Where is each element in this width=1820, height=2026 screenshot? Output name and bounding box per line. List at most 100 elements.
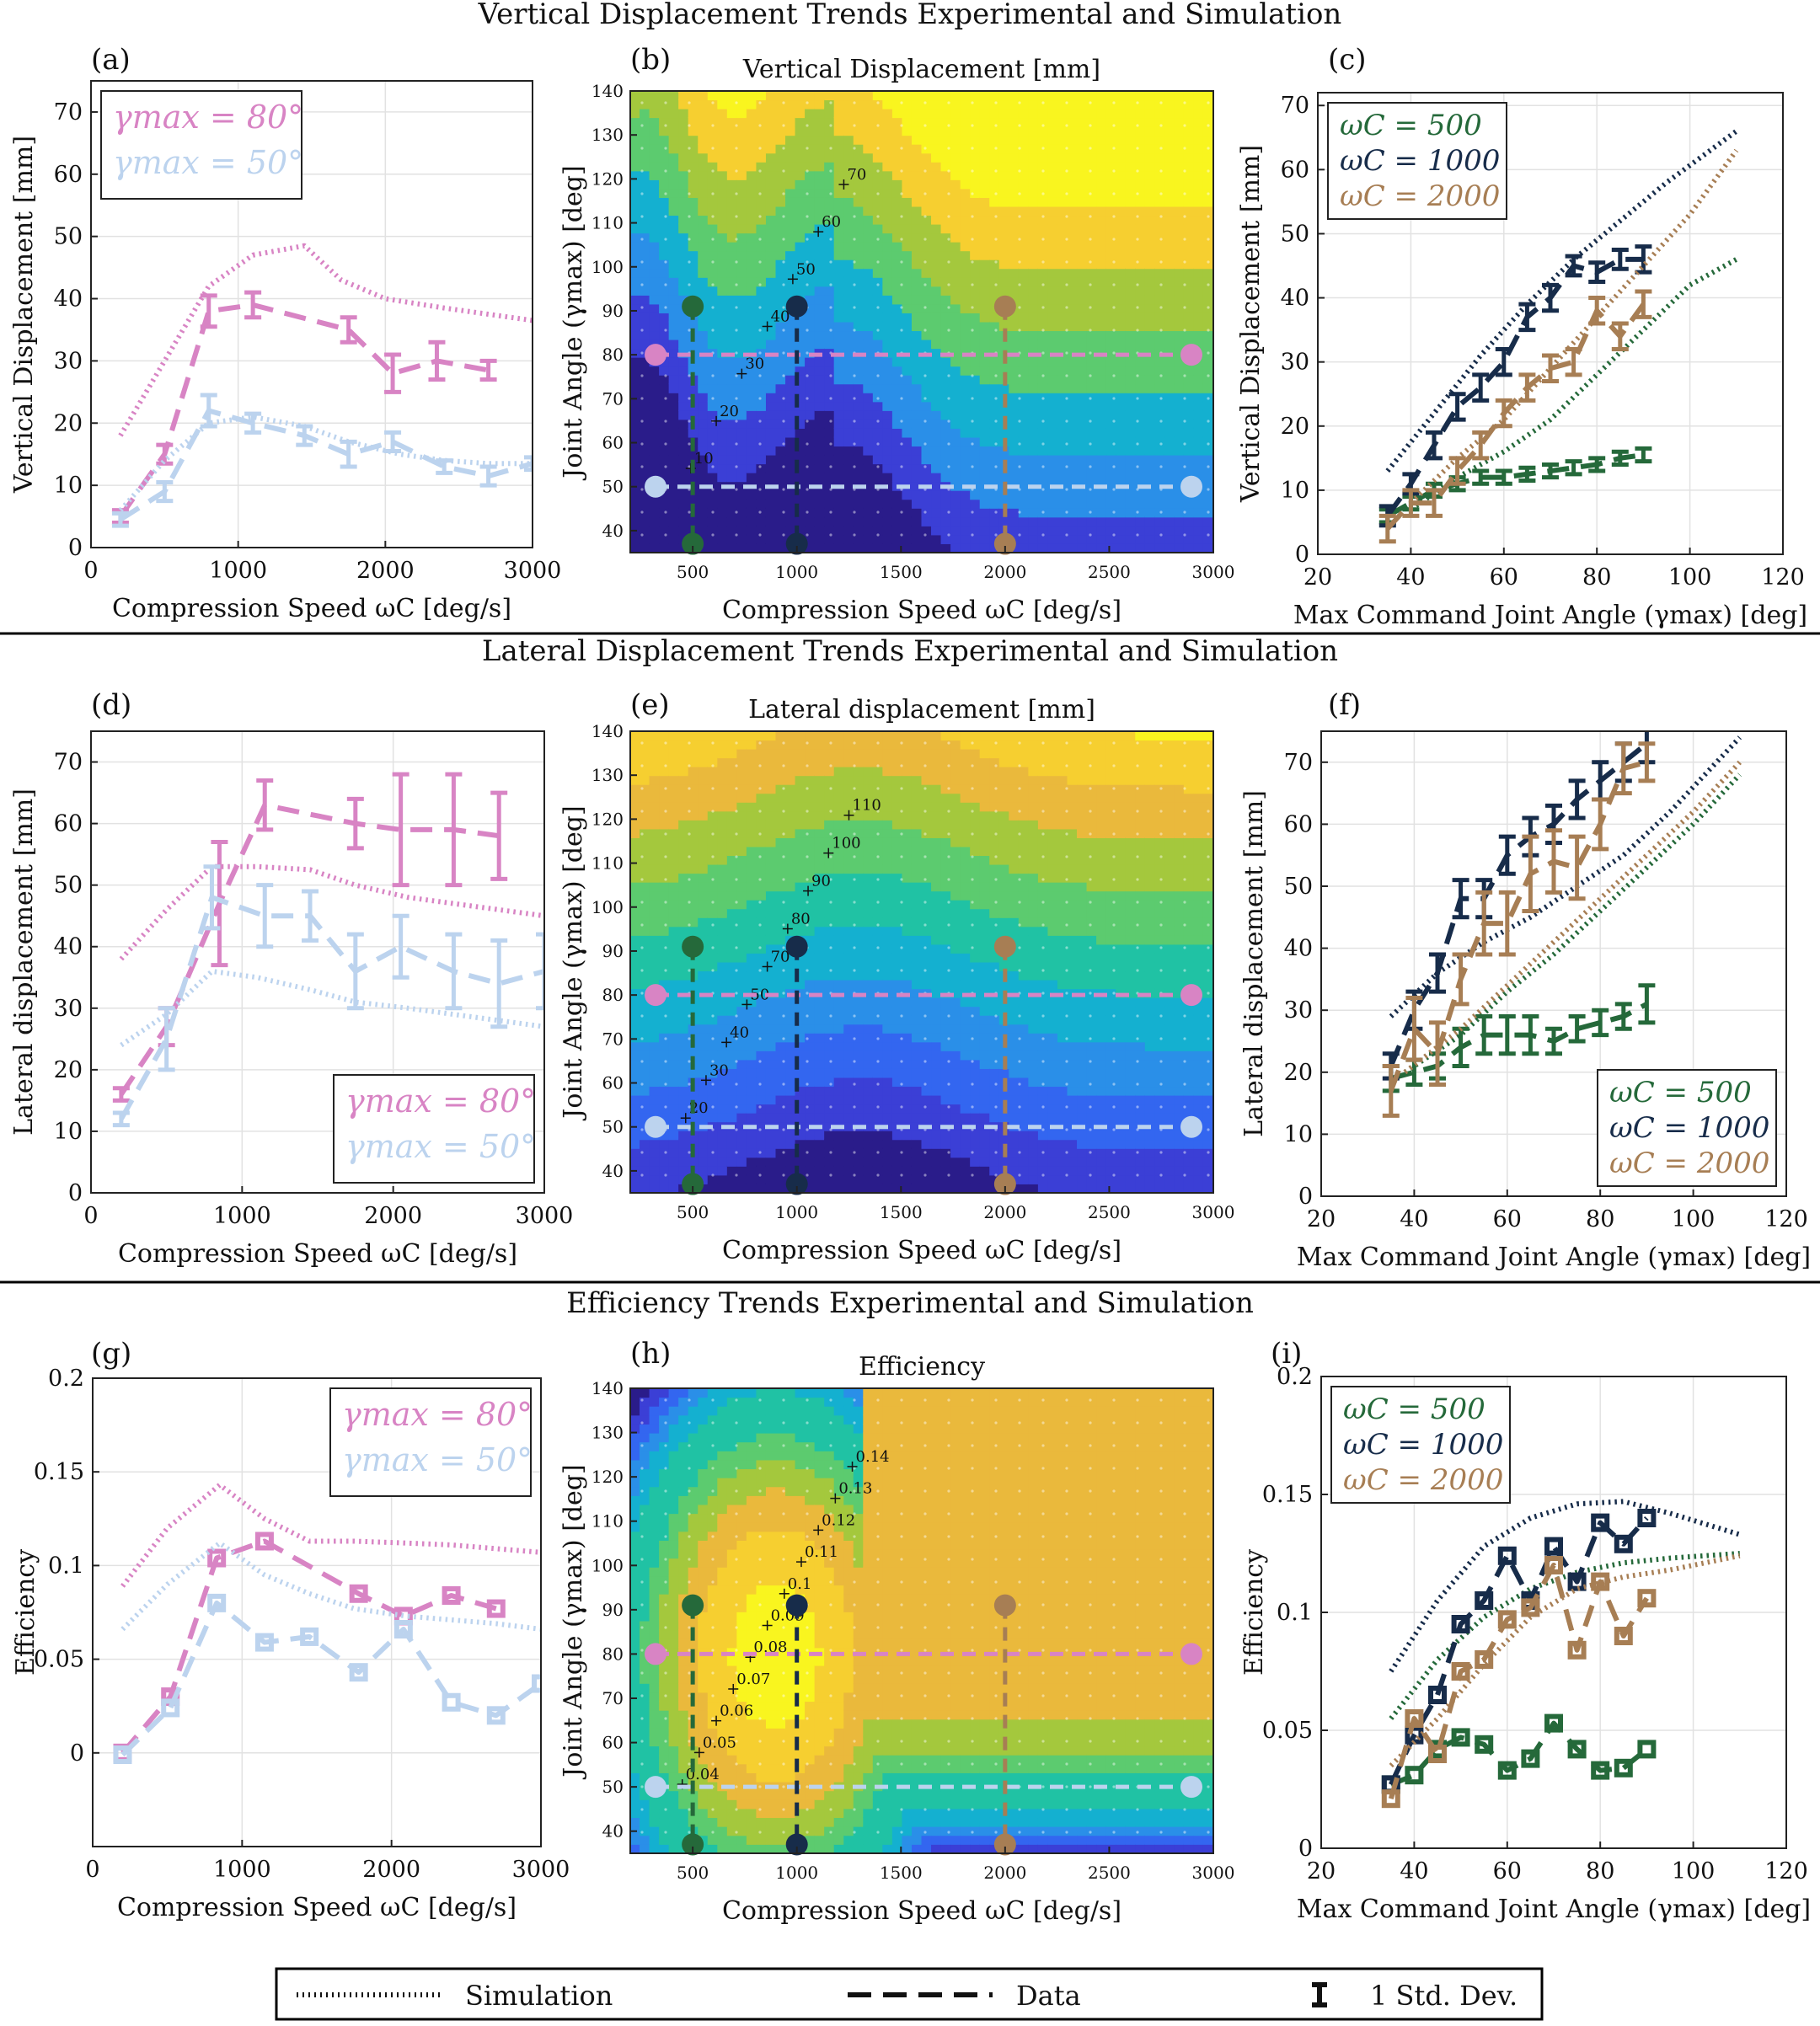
contour-cell: [698, 179, 709, 190]
contour-cell: [970, 161, 981, 172]
contour-cell: [998, 383, 1010, 393]
contour-cell: [814, 516, 826, 527]
contour-cell: [1116, 259, 1127, 270]
grid-dot: [1207, 465, 1210, 468]
contour-cell: [872, 507, 884, 518]
contour-cell: [1164, 143, 1175, 154]
contour-cell: [756, 997, 767, 1008]
contour-cell: [863, 108, 874, 119]
contour-cell: [775, 740, 787, 750]
contour-cell: [668, 126, 680, 136]
contour-cell: [698, 374, 709, 385]
contour-cell: [1086, 312, 1098, 323]
contour-cell: [707, 1032, 719, 1043]
grid-dot: [806, 465, 809, 468]
contour-cell: [921, 409, 933, 420]
contour-cell: [853, 499, 864, 509]
contour-cell: [726, 516, 738, 527]
contour-cell: [872, 454, 884, 465]
contour-cell: [1135, 196, 1146, 207]
contour-cell: [640, 740, 650, 750]
contour-cell: [970, 454, 981, 465]
contour-cell: [726, 731, 738, 741]
contour-cell: [872, 543, 884, 553]
grid-dot: [1183, 101, 1186, 104]
contour-cell: [1047, 241, 1058, 252]
contour-cell: [1096, 179, 1107, 190]
contour-cell: [1077, 489, 1088, 500]
contour-cell: [1116, 143, 1127, 154]
contour-cell: [1028, 135, 1039, 145]
contour-cell: [707, 748, 719, 759]
contour-cell: [1125, 303, 1137, 313]
contour-cell: [970, 543, 981, 553]
contour-cell: [775, 731, 787, 741]
y-tick-label: 70: [54, 750, 83, 776]
contour-cell: [921, 294, 933, 305]
contour-cell: [775, 143, 787, 154]
contour-cell: [1105, 206, 1117, 216]
contour-cell: [649, 766, 661, 777]
contour-cell: [678, 170, 689, 180]
contour-cell: [707, 303, 719, 313]
contour-cell: [1105, 276, 1117, 287]
contour-cell: [756, 179, 767, 190]
contour-cell: [698, 1147, 709, 1158]
contour-cell: [902, 259, 913, 270]
contour-cell: [1096, 312, 1107, 323]
contour-cell: [1096, 321, 1107, 332]
contour-cell: [931, 152, 942, 163]
grid-dot: [664, 329, 667, 332]
contour-cell: [765, 1157, 777, 1167]
grid-dot: [1018, 374, 1021, 377]
panel-label: (d): [91, 688, 131, 722]
grid-dot: [923, 283, 927, 286]
grid-dot: [971, 215, 974, 218]
contour-cell: [1057, 312, 1068, 323]
contour-cell: [1067, 383, 1079, 393]
contour-cell: [678, 1050, 689, 1061]
contour-cell: [649, 366, 661, 376]
contour-cell: [931, 463, 942, 473]
contour-cell: [931, 543, 942, 553]
contour-cell: [843, 543, 854, 553]
contour-cell: [1086, 215, 1098, 225]
contour-cell: [736, 286, 747, 296]
contour-cell: [795, 215, 806, 225]
contour-cell: [630, 1157, 641, 1167]
contour-cell: [911, 383, 923, 393]
contour-cell: [785, 446, 796, 456]
contour-cell: [940, 543, 952, 553]
contour-cell: [998, 241, 1010, 252]
contour-cell: [1067, 241, 1079, 252]
contour-cell: [707, 961, 719, 972]
contour-cell: [659, 837, 670, 847]
contour-cell: [805, 383, 816, 393]
contour-cell: [717, 463, 728, 473]
grid-dot: [900, 420, 903, 423]
contour-cell: [863, 392, 874, 403]
contour-cell: [1047, 446, 1058, 456]
contour-cell: [678, 446, 689, 456]
contour-cell: [863, 436, 874, 447]
contour-cell: [649, 286, 661, 296]
contour-cell: [659, 819, 670, 830]
contour-cell: [1174, 401, 1185, 411]
series-group: [112, 772, 544, 1128]
contour-cell: [795, 339, 806, 350]
contour-cell: [726, 188, 738, 198]
grid-dot: [1207, 329, 1210, 332]
contour-cell: [795, 472, 806, 483]
contour-cell: [1144, 366, 1156, 376]
grid-dot: [876, 420, 880, 423]
grid-dot: [758, 306, 762, 309]
contour-cell: [640, 499, 650, 509]
contour-cell: [891, 454, 903, 465]
contour-cell: [1096, 499, 1107, 509]
contour-cell: [765, 99, 777, 110]
contour-cell: [872, 286, 884, 296]
contour-cell: [1154, 454, 1165, 465]
grid-dot: [994, 465, 998, 468]
contour-cell: [630, 126, 641, 136]
contour-cell: [1028, 436, 1039, 447]
